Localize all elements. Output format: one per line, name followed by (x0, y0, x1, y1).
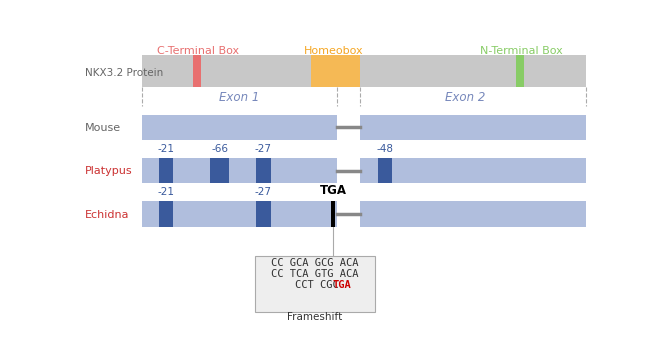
Text: CCT CGC: CCT CGC (295, 280, 345, 290)
Bar (360, 115, 586, 140)
Text: -48: -48 (377, 144, 393, 154)
Bar (255, 256, 375, 312)
Bar (378, 158, 392, 183)
Bar (210, 158, 230, 183)
Text: Mouse: Mouse (85, 123, 121, 133)
Bar (142, 158, 337, 183)
Text: -27: -27 (255, 144, 272, 154)
Bar (360, 201, 586, 227)
Text: CC TCA GTG ACA: CC TCA GTG ACA (271, 269, 358, 279)
Text: TGA: TGA (320, 184, 347, 197)
Bar (330, 201, 335, 227)
Bar (142, 115, 337, 140)
Text: -27: -27 (255, 187, 272, 197)
Bar (516, 55, 524, 87)
Text: -21: -21 (158, 187, 174, 197)
Text: CC GCA GCG ACA: CC GCA GCG ACA (271, 258, 358, 268)
Text: C-Terminal Box: C-Terminal Box (157, 45, 239, 56)
Bar (159, 201, 173, 227)
Text: Homeobox: Homeobox (305, 45, 364, 56)
Bar (159, 158, 173, 183)
Bar (142, 201, 337, 227)
Text: NKX3.2 Protein: NKX3.2 Protein (85, 68, 164, 78)
Text: Exon 2: Exon 2 (445, 91, 485, 104)
Bar (360, 158, 586, 183)
Text: Echidna: Echidna (85, 209, 130, 220)
Bar (142, 55, 586, 87)
Bar (256, 158, 271, 183)
Text: TGA: TGA (332, 280, 351, 290)
Text: Platypus: Platypus (85, 166, 133, 176)
Bar (193, 55, 201, 87)
Text: -66: -66 (211, 144, 228, 154)
Text: -21: -21 (158, 144, 174, 154)
Bar (256, 201, 271, 227)
Text: N-Terminal Box: N-Terminal Box (480, 45, 563, 56)
Text: Frameshift: Frameshift (287, 312, 342, 322)
Bar (311, 55, 360, 87)
Text: Exon 1: Exon 1 (219, 91, 260, 104)
